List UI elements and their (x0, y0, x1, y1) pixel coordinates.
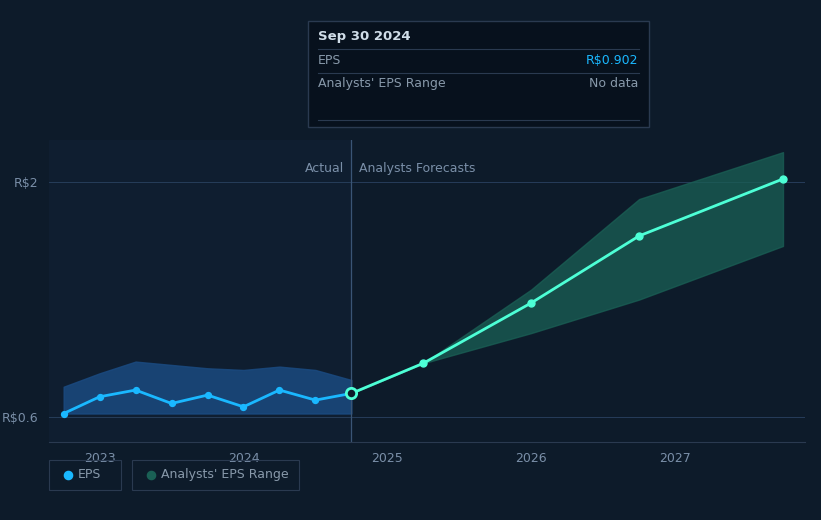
Text: No data: No data (589, 77, 639, 90)
Point (417, 359, 430, 368)
Point (525, 299, 538, 307)
Point (273, 386, 286, 394)
Text: Analysts Forecasts: Analysts Forecasts (359, 162, 475, 175)
Point (165, 399, 178, 408)
Point (201, 391, 214, 399)
Point (237, 402, 250, 411)
Point (632, 232, 645, 240)
Text: Analysts' EPS Range: Analysts' EPS Range (318, 77, 445, 90)
Text: R$0.902: R$0.902 (586, 54, 639, 67)
Text: Analysts' EPS Range: Analysts' EPS Range (161, 468, 289, 481)
Point (777, 175, 790, 183)
Text: Actual: Actual (305, 162, 344, 175)
Text: Sep 30 2024: Sep 30 2024 (318, 30, 410, 43)
Point (345, 389, 358, 398)
Point (309, 396, 322, 404)
Point (129, 386, 142, 394)
Point (93, 393, 106, 401)
Text: EPS: EPS (318, 54, 341, 67)
Point (57, 409, 71, 418)
Bar (49, 140, 351, 442)
Text: EPS: EPS (78, 468, 101, 481)
